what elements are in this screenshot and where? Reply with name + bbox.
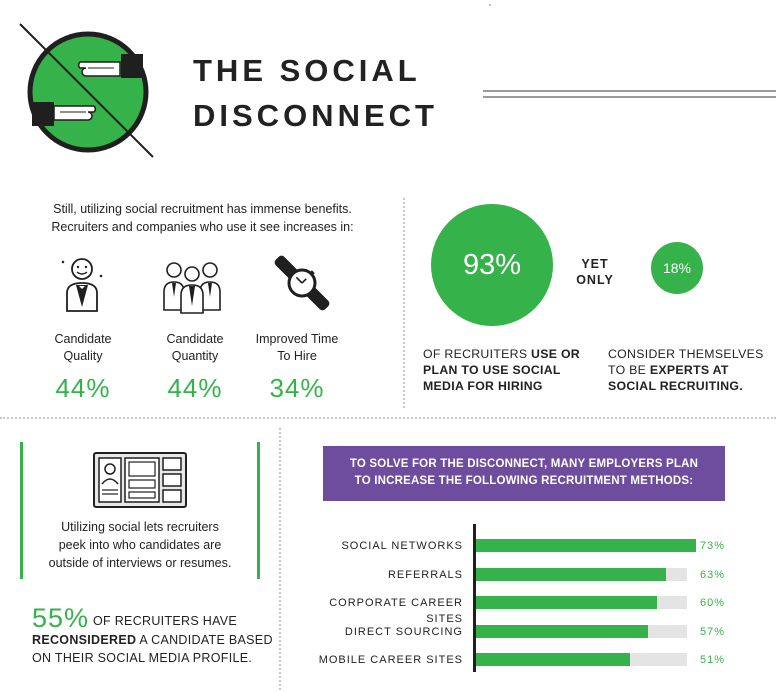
methods-banner: TO SOLVE FOR THE DISCONNECT, MANY EMPLOY… bbox=[323, 446, 725, 501]
bar-value-label: 57% bbox=[700, 626, 726, 638]
page-title-line-2: DISCONNECT bbox=[193, 98, 438, 133]
vertical-divider-top bbox=[403, 198, 405, 408]
bar-label: SOCIAL NETWORKS bbox=[341, 540, 463, 552]
metric-value-quality: 44% bbox=[55, 373, 111, 403]
stat-value-small: 18% bbox=[662, 260, 692, 276]
only-label: ONLY bbox=[576, 273, 614, 287]
caption-text: OF RECRUITERS bbox=[423, 347, 532, 361]
bar bbox=[476, 625, 648, 638]
stat-caption-right: CONSIDER THEMSELVES TO BE EXPERTS AT SOC… bbox=[608, 346, 773, 394]
bar-track bbox=[476, 653, 687, 666]
bar-value-label: 60% bbox=[700, 597, 726, 609]
metric-label-quantity: Candidate Quantity bbox=[145, 331, 245, 365]
metric-label-line: Quality bbox=[63, 349, 103, 363]
happy-candidate-icon bbox=[61, 258, 103, 312]
metric-value-time-to-hire: 34% bbox=[269, 373, 325, 403]
stat-circle-small: 18% bbox=[651, 242, 703, 294]
accent-bar-right bbox=[257, 442, 260, 579]
stat-value-large: 93% bbox=[462, 248, 522, 281]
bar-value-label: 73% bbox=[700, 540, 726, 552]
reconsidered-bold: RECONSIDERED bbox=[32, 633, 137, 647]
benefits-intro-line-1: Still, utilizing social recruitment has … bbox=[53, 202, 352, 216]
metric-label-line: Candidate bbox=[54, 332, 112, 346]
metric-label-line: To Hire bbox=[277, 349, 317, 363]
metric-label-quality: Candidate Quality bbox=[33, 331, 133, 365]
stat-circle-large: 93% bbox=[431, 204, 553, 326]
reconsidered-rest: A CANDIDATE BASED bbox=[136, 633, 273, 647]
wristwatch-icon bbox=[274, 255, 330, 311]
metric-label-line: Candidate bbox=[166, 332, 224, 346]
social-text-line-3: outside of interviews or resumes. bbox=[48, 556, 232, 570]
vertical-divider-bottom bbox=[279, 428, 281, 690]
accent-bar-left bbox=[20, 442, 23, 579]
bar-label: MOBILE CAREER SITES bbox=[318, 654, 463, 666]
bar-track bbox=[476, 568, 687, 581]
metric-label-line: Improved Time bbox=[255, 332, 339, 346]
reconsidered-line-3: ON THEIR SOCIAL MEDIA PROFILE. bbox=[32, 651, 253, 665]
bar-track bbox=[476, 539, 696, 552]
bar-track bbox=[476, 596, 687, 609]
reconsidered-percentage: 55% bbox=[32, 603, 90, 633]
title-rule-bottom bbox=[483, 96, 776, 98]
metric-value-quantity: 44% bbox=[167, 373, 223, 403]
stat-caption-left: OF RECRUITERS USE OR PLAN TO USE SOCIAL … bbox=[423, 346, 598, 394]
benefits-intro-line-2: Recruiters and companies who use it see … bbox=[51, 220, 354, 234]
banner-line-1: TO SOLVE FOR THE DISCONNECT, MANY EMPLOY… bbox=[349, 458, 699, 470]
bar-label: CORPORATE CAREER SITES bbox=[329, 597, 463, 625]
reconsidered-line-2: RECONSIDERED A CANDIDATE BASED bbox=[32, 633, 273, 647]
reconsidered-line-1: OF RECRUITERS HAVE bbox=[93, 614, 238, 628]
bar bbox=[476, 596, 657, 609]
bar-value-label: 63% bbox=[700, 569, 726, 581]
metric-label-time-to-hire: Improved Time To Hire bbox=[247, 331, 347, 365]
caption-bold-text: EXPERTS AT SOCIAL RECRUITING. bbox=[608, 363, 743, 393]
bar-label: REFERRALS bbox=[387, 569, 463, 581]
bar-track bbox=[476, 625, 687, 638]
bar bbox=[476, 568, 666, 581]
bar-value-label: 51% bbox=[700, 654, 726, 666]
metric-label-line: Quantity bbox=[171, 349, 219, 363]
banner-line-2: TO INCREASE THE FOLLOWING RECRUITMENT ME… bbox=[354, 475, 694, 487]
handshake-disconnect-icon bbox=[19, 23, 154, 158]
yet-label: YET bbox=[581, 257, 609, 271]
candidate-group-icon bbox=[163, 262, 221, 314]
caption-bold-text: USE OR PLAN TO USE SOCIAL MEDIA FOR HIRI… bbox=[423, 347, 580, 393]
chart-axis bbox=[473, 524, 476, 672]
bar bbox=[476, 653, 630, 666]
horizontal-divider bbox=[0, 417, 776, 419]
social-text-line-1: Utilizing social lets recruiters bbox=[61, 520, 219, 534]
social-text-line-2: peek into who candidates are bbox=[58, 538, 222, 552]
page-title-line-1: THE SOCIAL bbox=[193, 53, 421, 88]
caption-text: CONSIDER THEMSELVES TO BE bbox=[608, 347, 764, 377]
title-rule-top bbox=[483, 90, 776, 92]
decorative-dot bbox=[489, 4, 491, 6]
bar bbox=[476, 539, 696, 552]
profile-page-icon bbox=[93, 452, 187, 508]
bar-label: DIRECT SOURCING bbox=[344, 626, 463, 638]
